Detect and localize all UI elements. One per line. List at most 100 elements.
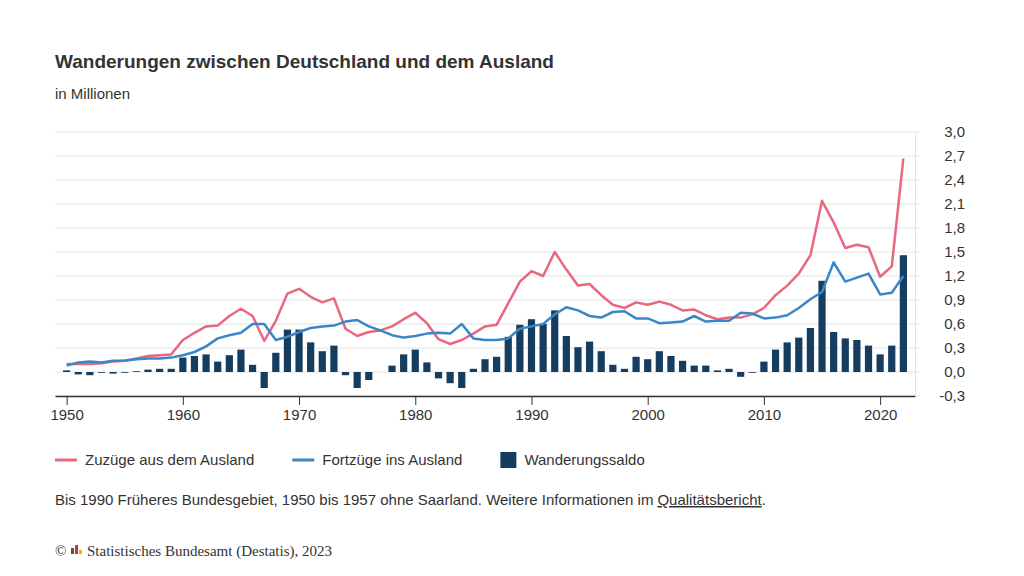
- bar: [330, 346, 337, 372]
- grid: [55, 132, 920, 396]
- bar: [853, 340, 860, 372]
- note: Bis 1990 Früheres Bundesgebiet, 1950 bis…: [55, 491, 766, 508]
- y-tick: 0,3: [915, 339, 965, 356]
- bar: [168, 369, 175, 372]
- grid-line: [55, 276, 920, 277]
- y-tick: 1,2: [915, 267, 965, 284]
- bar: [388, 366, 395, 372]
- y-axis-line: [915, 133, 916, 397]
- bar: [621, 369, 628, 372]
- x-tick: 1990: [515, 396, 548, 423]
- x-tick-label: 2010: [748, 406, 781, 423]
- grid-line: [55, 324, 920, 325]
- title: Wanderungen zwischen Deutschland und dem…: [55, 51, 554, 72]
- x-tick-mark: [67, 396, 68, 405]
- subtitle: in Millionen: [55, 85, 130, 102]
- bar: [98, 372, 105, 374]
- bar: [226, 355, 233, 372]
- x-tick-mark: [415, 396, 416, 405]
- bar: [807, 328, 814, 372]
- bar: [725, 369, 732, 372]
- bar: [830, 332, 837, 372]
- grid-line: [55, 300, 920, 301]
- bar: [377, 372, 384, 373]
- y-tick: 2,4: [915, 171, 965, 188]
- y-tick: 0,6: [915, 315, 965, 332]
- x-tick-label: 1990: [515, 406, 548, 423]
- bar: [319, 351, 326, 372]
- y-tick: 0,9: [915, 291, 965, 308]
- bar: [679, 361, 686, 372]
- bar: [191, 356, 198, 372]
- y-tick-label: 1,2: [944, 267, 965, 284]
- bar: [63, 370, 70, 372]
- bar: [772, 350, 779, 372]
- source-logo: [71, 545, 82, 554]
- bar: [632, 357, 639, 372]
- y-tick: 2,7: [915, 147, 965, 164]
- plot-area: [63, 158, 907, 388]
- bar: [586, 342, 593, 372]
- y-tick-label: 2,7: [944, 147, 965, 164]
- legend-item: Fortzüge ins Ausland: [292, 451, 462, 468]
- bar: [714, 370, 721, 372]
- note-link[interactable]: Qualitätsbericht: [657, 491, 762, 508]
- legend-label: Wanderungssaldo: [524, 451, 644, 468]
- y-tick-label: 3,0: [944, 123, 965, 140]
- y-tick-label: 1,8: [944, 219, 965, 236]
- bar: [842, 338, 849, 372]
- bar: [760, 362, 767, 372]
- bar: [493, 357, 500, 372]
- y-tick-label: 2,4: [944, 171, 965, 188]
- bar: [237, 350, 244, 372]
- y-tick-label: 1,5: [944, 243, 965, 260]
- logo-bar: [75, 545, 78, 554]
- x-tick-mark: [531, 396, 532, 405]
- y-tick-label: 0,9: [944, 291, 965, 308]
- bar: [365, 372, 372, 380]
- note-text: .: [762, 491, 766, 508]
- x-tick-mark: [648, 396, 649, 405]
- bar: [737, 372, 744, 377]
- line: [67, 262, 904, 365]
- bar: [202, 354, 209, 372]
- bar: [865, 346, 872, 372]
- bar: [598, 351, 605, 372]
- x-tick-label: 1950: [50, 406, 83, 423]
- bar: [354, 372, 361, 388]
- bar: [563, 336, 570, 372]
- source-text: Statistisches Bundesamt (Destatis), 2023: [87, 543, 332, 560]
- x-tick-mark: [299, 396, 300, 405]
- y-tick: 3,0: [915, 123, 965, 140]
- x-tick: 1960: [167, 396, 200, 423]
- bar: [877, 354, 884, 372]
- x-tick: 1970: [283, 396, 316, 423]
- y-axis: -0,30,00,30,60,91,21,51,82,12,42,73,0: [915, 123, 965, 404]
- y-tick: 0,0: [915, 363, 965, 380]
- bar: [505, 337, 512, 372]
- bar: [307, 342, 314, 372]
- bar: [888, 346, 895, 372]
- bar: [656, 351, 663, 372]
- x-tick-mark: [764, 396, 765, 405]
- grid-line: [55, 228, 920, 229]
- bar: [423, 362, 430, 372]
- source-symbol: ©: [55, 543, 66, 559]
- bar: [749, 372, 756, 374]
- bar: [261, 372, 268, 388]
- bar: [481, 359, 488, 372]
- legend-label: Fortzüge ins Ausland: [322, 451, 462, 468]
- y-tick: 2,1: [915, 195, 965, 212]
- source: © Statistisches Bundesamt (Destatis), 202…: [55, 543, 332, 560]
- bar: [784, 342, 791, 372]
- note-text: Bis 1990 Früheres Bundesgebiet, 1950 bis…: [55, 491, 653, 508]
- bar: [133, 371, 140, 373]
- bar: [400, 354, 407, 372]
- legend-swatch: [55, 459, 77, 462]
- grid-line: [55, 132, 920, 133]
- bar: [110, 372, 117, 374]
- logo-bar: [79, 550, 82, 554]
- x-tick-label: 2000: [632, 406, 665, 423]
- x-tick-label: 2020: [864, 406, 897, 423]
- bar: [342, 372, 349, 375]
